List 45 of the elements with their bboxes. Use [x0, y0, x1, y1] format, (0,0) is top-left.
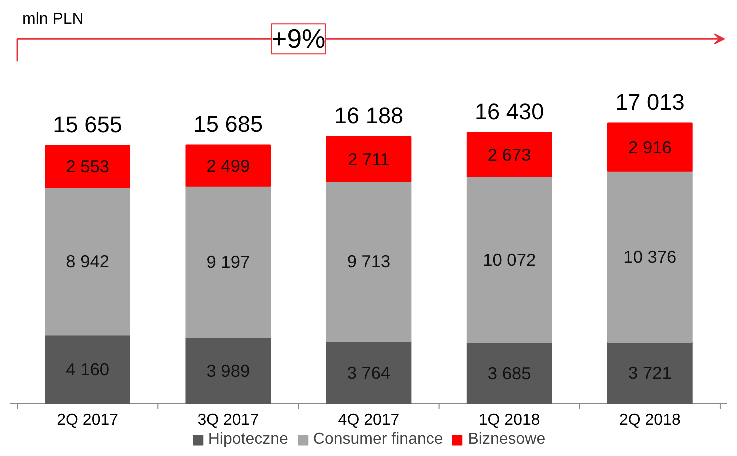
- x-tick-label: 2Q 2017: [57, 412, 119, 429]
- bar: [186, 144, 272, 187]
- data-label: 2 553: [66, 156, 110, 177]
- data-label: 2 916: [628, 137, 672, 158]
- bar: [326, 181, 412, 342]
- bar: [466, 342, 552, 404]
- data-label: 10 376: [624, 246, 677, 267]
- legend-label: Biznesowe: [468, 431, 546, 449]
- text: +9%: [272, 24, 326, 54]
- legend-label: Consumer finance: [313, 431, 444, 449]
- data-label: 3 685: [488, 363, 532, 384]
- data-label: 4 160: [66, 360, 110, 380]
- data-label: 9 197: [206, 252, 250, 272]
- bar: [186, 338, 272, 404]
- bar: [45, 187, 130, 336]
- data-label: 2 499: [206, 156, 250, 176]
- legend-label: Hipoteczne: [208, 431, 288, 449]
- data-label: 2 673: [488, 144, 532, 165]
- x-tick-label: 2Q 2018: [619, 412, 681, 429]
- bar: [466, 176, 552, 344]
- total-label: 16 188: [334, 102, 404, 128]
- data-label: 2 711: [348, 149, 390, 170]
- data-label: 10 072: [483, 250, 536, 270]
- total-label: 16 430: [474, 98, 544, 125]
- data-label: 3 721: [628, 363, 672, 384]
- bar: [466, 132, 552, 178]
- bar: [186, 186, 272, 339]
- bar: [326, 136, 412, 182]
- x-tick-label: 4Q 2017: [338, 412, 400, 429]
- bar: [45, 334, 130, 404]
- bar: [326, 341, 412, 404]
- bar: [45, 145, 130, 188]
- data-label: 8 942: [66, 252, 110, 272]
- bar: [608, 122, 693, 172]
- x-tick-label: 1Q 2018: [478, 412, 540, 429]
- text: mln PLN: [22, 10, 84, 28]
- x-tick-label: 3Q 2017: [198, 412, 260, 429]
- data-label: 3 989: [206, 360, 250, 381]
- data-label: 9 713: [347, 252, 391, 272]
- data-label: 3 764: [347, 362, 392, 383]
- bar: [608, 342, 693, 404]
- total-label: 17 013: [616, 88, 685, 115]
- bar: [608, 170, 693, 343]
- total-label: 15 655: [53, 111, 122, 138]
- total-label: 15 685: [194, 110, 264, 137]
